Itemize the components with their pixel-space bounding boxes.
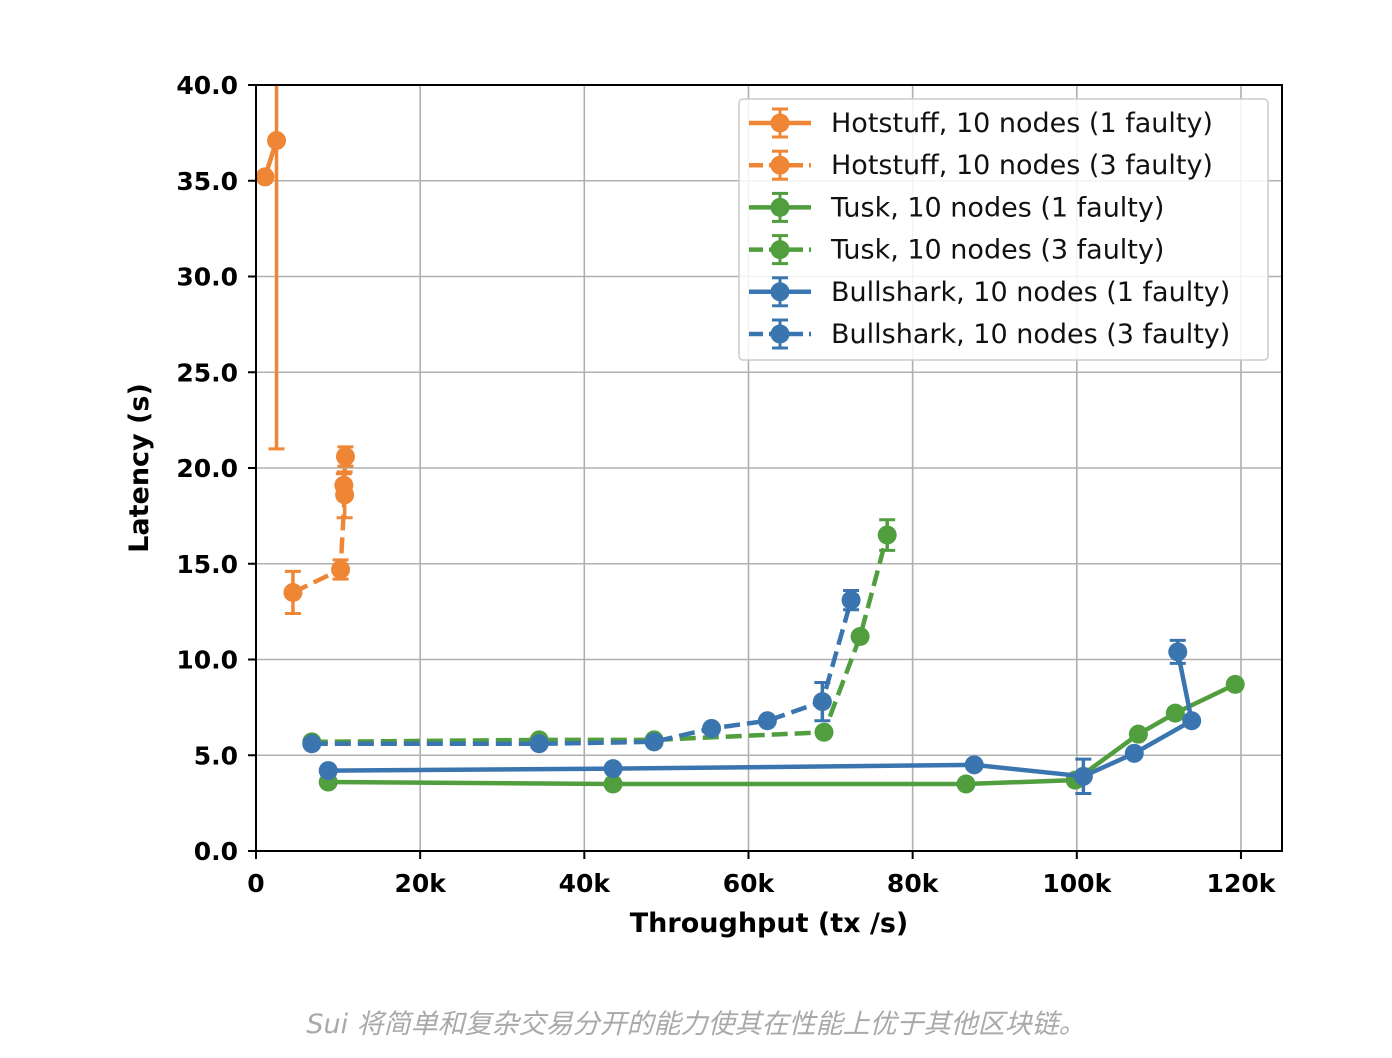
- legend-label: Hotstuff, 10 nodes (3 faulty): [831, 150, 1213, 181]
- series-4: [318, 638, 1202, 796]
- data-point: [603, 759, 623, 779]
- legend-box: [738, 98, 1269, 361]
- x-tick-label: 120k: [1207, 869, 1277, 898]
- data-point: [1073, 766, 1093, 786]
- data-point: [334, 475, 354, 495]
- data-point: [956, 774, 976, 794]
- y-axis-label: Latency (s): [124, 383, 155, 553]
- data-point: [757, 711, 777, 731]
- data-point: [964, 755, 984, 775]
- ticks: 0 20k 40k 60k 80k 100k 120k 0.0 5.0 10.0 15.0 20.0 2…: [176, 71, 1276, 898]
- data-point: [267, 131, 287, 151]
- series-5: [302, 589, 861, 754]
- y-tick-label: 0.0: [194, 837, 238, 866]
- x-tick-label: 60k: [723, 869, 776, 898]
- data-point: [283, 582, 303, 602]
- legend-entry: Hotstuff, 10 nodes (1 faulty): [749, 107, 1213, 139]
- series-line: [328, 651, 1194, 779]
- legend: Hotstuff, 10 nodes (1 faulty) Hotstuff, 1…: [738, 98, 1269, 361]
- data-point: [1124, 743, 1144, 763]
- data-point: [335, 447, 355, 467]
- data-point: [318, 761, 338, 781]
- legend-entry: Tusk, 10 nodes (1 faulty): [749, 191, 1164, 223]
- legend-entry: Bullshark, 10 nodes (3 faulty): [749, 318, 1230, 350]
- data-point: [331, 559, 351, 579]
- legend-marker: [770, 197, 790, 217]
- data-point: [812, 692, 832, 712]
- data-point: [702, 718, 722, 738]
- y-tick-label: 25.0: [176, 358, 238, 387]
- data-point: [529, 734, 549, 754]
- legend-entry: Bullshark, 10 nodes (1 faulty): [749, 276, 1230, 308]
- legend-marker: [770, 155, 790, 175]
- y-tick-label: 5.0: [194, 741, 238, 770]
- data-point: [841, 590, 861, 610]
- data-point: [644, 732, 664, 752]
- data-point: [1165, 703, 1185, 723]
- data-point: [1168, 642, 1188, 662]
- data-point: [1128, 724, 1148, 744]
- legend-marker: [770, 113, 790, 133]
- x-tick-label: 100k: [1042, 869, 1112, 898]
- data-point: [603, 774, 623, 794]
- data-point: [256, 167, 275, 187]
- data-point: [814, 722, 834, 742]
- legend-label: Bullshark, 10 nodes (1 faulty): [831, 277, 1230, 308]
- data-point: [302, 734, 322, 754]
- series-3: [302, 518, 897, 752]
- legend-label: Tusk, 10 nodes (3 faulty): [830, 235, 1164, 266]
- legend-marker: [770, 282, 790, 302]
- y-tick-label: 15.0: [176, 550, 238, 579]
- legend-entry: Tusk, 10 nodes (3 faulty): [749, 234, 1164, 266]
- legend-marker: [770, 324, 790, 344]
- legend-entry: Hotstuff, 10 nodes (3 faulty): [749, 149, 1213, 181]
- latency-throughput-chart: 0 20k 40k 60k 80k 100k 120k 0.0 5.0 10.0 15.0 20.0 2…: [124, 71, 1283, 939]
- data-point: [1182, 711, 1202, 731]
- data-point: [1225, 674, 1245, 694]
- x-tick-label: 80k: [887, 869, 940, 898]
- series-layer: [256, 85, 1245, 796]
- y-tick-label: 35.0: [176, 167, 238, 196]
- x-tick-label: 40k: [559, 869, 612, 898]
- legend-label: Bullshark, 10 nodes (3 faulty): [831, 319, 1230, 350]
- y-tick-label: 10.0: [176, 646, 238, 675]
- series-line: [311, 534, 890, 745]
- data-point: [850, 627, 870, 647]
- legend-marker: [770, 240, 790, 260]
- legend-label: Tusk, 10 nodes (1 faulty): [830, 192, 1164, 223]
- y-tick-label: 20.0: [176, 454, 238, 483]
- series-0: [256, 85, 287, 451]
- legend-label: Hotstuff, 10 nodes (1 faulty): [831, 108, 1213, 139]
- figure-caption: Sui 将简单和复杂交易分开的能力使其在性能上优于其他区块链。: [306, 1009, 1086, 1040]
- y-tick-label: 40.0: [176, 71, 238, 100]
- x-tick-label: 0: [247, 869, 264, 898]
- series-1: [283, 445, 355, 616]
- data-point: [877, 525, 897, 545]
- x-tick-label: 20k: [394, 869, 447, 898]
- y-tick-label: 30.0: [176, 263, 238, 292]
- x-axis-label: Throughput (tx /s): [630, 908, 908, 939]
